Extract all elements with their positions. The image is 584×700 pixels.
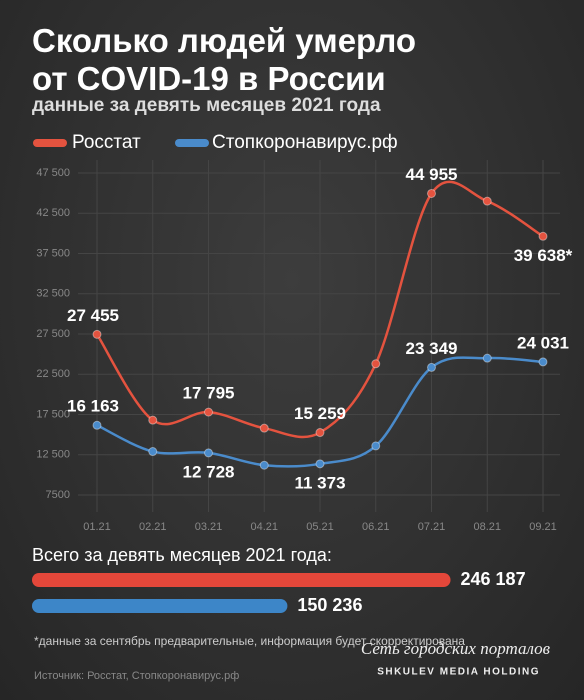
data-label: 12 728 xyxy=(183,462,235,481)
x-tick-label: 06.21 xyxy=(362,521,390,533)
data-label: 27 455 xyxy=(67,306,119,325)
point xyxy=(204,407,213,417)
x-tick-label: 07.21 xyxy=(418,521,446,533)
subtitle: данные за девять месяцев 2021 года xyxy=(32,95,381,116)
legend-label: Росстат xyxy=(72,132,141,153)
y-tick-label: 17 500 xyxy=(36,408,70,420)
data-label: 15 259 xyxy=(294,404,346,423)
y-tick-label: 37 500 xyxy=(36,247,70,259)
legend-label: Стопкоронавирус.рф xyxy=(212,132,398,153)
point xyxy=(148,415,158,425)
x-tick-label: 09.21 xyxy=(529,521,557,533)
bar xyxy=(32,573,451,587)
bar-title: Всего за девять месяцев 2021 года: xyxy=(32,545,332,565)
brand: Сеть городских порталов xyxy=(361,639,551,658)
point xyxy=(92,329,102,339)
point xyxy=(259,460,269,470)
point xyxy=(427,188,436,198)
data-label: 24 031 xyxy=(517,333,569,352)
data-label: 11 373 xyxy=(294,473,345,492)
title: Сколько людей умерло от COVID-19 в Росси… xyxy=(32,22,417,97)
y-tick-label: 47 500 xyxy=(36,167,70,179)
data-label: 150 236 xyxy=(297,595,362,615)
point xyxy=(315,459,325,469)
point xyxy=(427,362,436,372)
point xyxy=(482,353,492,363)
source: Источник: Росстат, Стопкоронавирус.рф xyxy=(34,670,239,682)
point xyxy=(204,448,213,458)
data-label: 16 163 xyxy=(67,397,119,416)
point xyxy=(315,428,325,438)
point xyxy=(538,231,548,241)
y-tick-label: 27 500 xyxy=(36,328,70,340)
point xyxy=(538,357,548,367)
point xyxy=(259,423,269,433)
data-label: 246 187 xyxy=(461,569,526,589)
point xyxy=(371,441,381,451)
brand-sub: SHKULEV MEDIA HOLDING xyxy=(377,667,540,678)
point xyxy=(92,420,102,430)
data-label: 23 349 xyxy=(406,339,458,358)
x-tick-label: 03.21 xyxy=(195,521,223,533)
data-label: 39 638* xyxy=(514,246,573,265)
point xyxy=(482,196,492,206)
note: *данные за сентябрь предварительные, инф… xyxy=(34,634,465,648)
y-tick-label: 22 500 xyxy=(36,368,70,380)
y-tick-label: 12 500 xyxy=(36,449,70,461)
point xyxy=(371,359,381,369)
point xyxy=(148,447,158,457)
x-tick-label: 01.21 xyxy=(83,521,111,533)
y-tick-label: 7500 xyxy=(46,489,70,501)
data-label: 44 955 xyxy=(406,165,458,184)
bar xyxy=(32,599,288,613)
y-tick-label: 42 500 xyxy=(36,207,70,219)
series-line xyxy=(95,180,544,439)
y-tick-label: 32 500 xyxy=(36,288,70,300)
x-tick-label: 08.21 xyxy=(473,521,501,533)
x-tick-label: 04.21 xyxy=(250,521,278,533)
data-label: 17 795 xyxy=(183,384,235,403)
x-tick-label: 02.21 xyxy=(139,521,167,533)
x-tick-label: 05.21 xyxy=(306,521,334,533)
